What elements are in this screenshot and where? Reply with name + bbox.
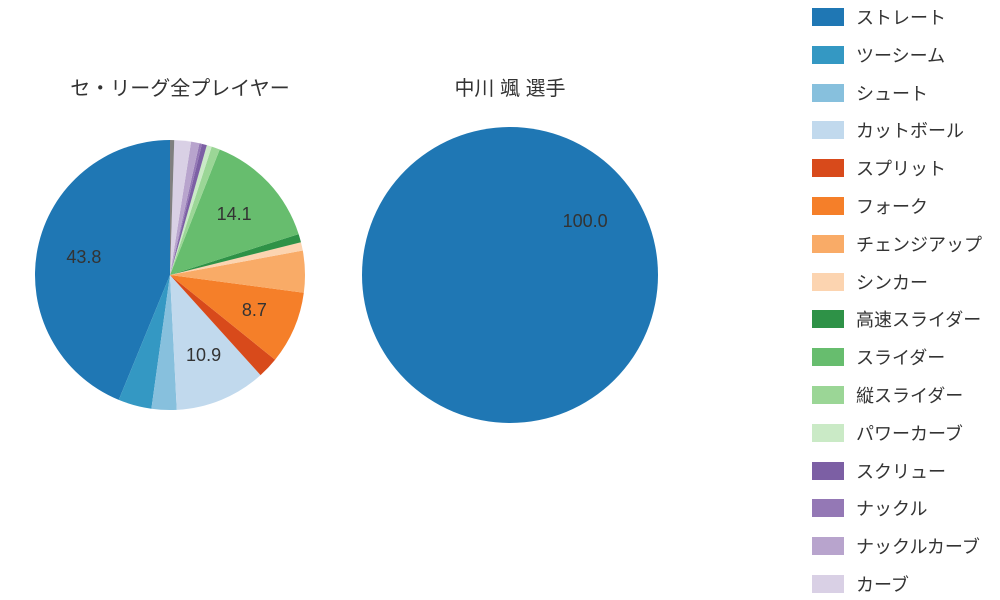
legend-swatch: [812, 46, 844, 64]
legend-swatch: [812, 537, 844, 555]
slice-label: 100.0: [563, 211, 608, 231]
legend-label: スプリット: [856, 155, 946, 181]
pie-title-league: セ・リーグ全プレイヤー: [70, 72, 289, 101]
pie-chart-league: 43.8 10.9 8.7 14.1: [0, 100, 345, 450]
legend-label: スクリュー: [856, 458, 946, 484]
pie-chart-player: 100.0: [322, 87, 698, 463]
legend-item: 高速スライダー: [812, 306, 982, 332]
legend-label: 縦スライダー: [856, 382, 963, 408]
legend-item: パワーカーブ: [812, 420, 982, 446]
legend-item: ナックル: [812, 495, 982, 521]
legend-swatch: [812, 424, 844, 442]
legend-item: シュート: [812, 80, 982, 106]
legend-item: チェンジアップ: [812, 231, 982, 257]
legend-swatch: [812, 235, 844, 253]
legend-item: ナックルカーブ: [812, 533, 982, 559]
legend-item: ツーシーム: [812, 42, 982, 68]
legend-label: ストレート: [856, 4, 946, 30]
legend-label: スライダー: [856, 344, 945, 370]
legend-swatch: [812, 197, 844, 215]
legend-swatch: [812, 499, 844, 517]
legend-swatch: [812, 121, 844, 139]
slice-label: 43.8: [66, 247, 101, 267]
legend-item: ストレート: [812, 4, 982, 30]
legend-swatch: [812, 8, 844, 26]
legend-label: パワーカーブ: [856, 420, 963, 446]
chart-container: セ・リーグ全プレイヤー 中川 颯 選手 43.810.98.714.1 100.…: [0, 0, 1000, 600]
slice-label: 10.9: [186, 345, 221, 365]
legend-swatch: [812, 159, 844, 177]
legend-item: シンカー: [812, 269, 982, 295]
legend-label: ツーシーム: [856, 42, 945, 68]
legend: ストレートツーシームシュートカットボールスプリットフォークチェンジアップシンカー…: [812, 4, 982, 600]
legend-label: カットボール: [856, 117, 964, 143]
legend-label: シュート: [856, 80, 928, 106]
slice-label: 8.7: [242, 300, 267, 320]
legend-label: 高速スライダー: [856, 306, 981, 332]
pie-slice: [362, 127, 658, 423]
legend-label: ナックル: [856, 495, 927, 521]
legend-item: フォーク: [812, 193, 982, 219]
legend-swatch: [812, 310, 844, 328]
slice-label: 14.1: [217, 204, 252, 224]
legend-item: カットボール: [812, 117, 982, 143]
legend-swatch: [812, 386, 844, 404]
legend-label: チェンジアップ: [856, 231, 982, 257]
legend-item: スプリット: [812, 155, 982, 181]
legend-swatch: [812, 462, 844, 480]
legend-item: スクリュー: [812, 458, 982, 484]
legend-item: カーブ: [812, 571, 982, 597]
legend-label: ナックルカーブ: [856, 533, 980, 559]
legend-swatch: [812, 84, 844, 102]
legend-swatch: [812, 348, 844, 366]
legend-label: カーブ: [856, 571, 909, 597]
legend-swatch: [812, 575, 844, 593]
legend-item: スライダー: [812, 344, 982, 370]
legend-label: フォーク: [856, 193, 928, 219]
legend-label: シンカー: [856, 269, 928, 295]
legend-swatch: [812, 273, 844, 291]
legend-item: 縦スライダー: [812, 382, 982, 408]
